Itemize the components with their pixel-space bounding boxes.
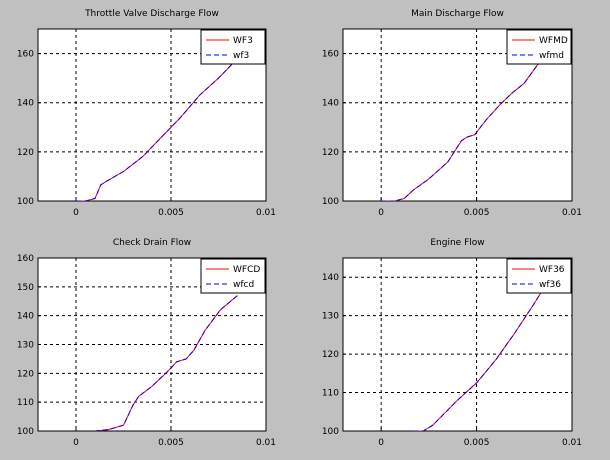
y-tick-label: 160 (17, 50, 34, 60)
series-line-wf3 (76, 58, 238, 201)
legend-label: wfmd (539, 51, 564, 61)
y-tick-label: 120 (322, 148, 339, 158)
y-tick-label: 140 (17, 312, 34, 322)
x-tick-label: 0.005 (464, 438, 490, 448)
legend-label: WFCD (233, 265, 260, 275)
x-tick-label: 0.005 (158, 208, 184, 218)
chart-title: Engine Flow (430, 238, 484, 248)
x-tick-label: 0.01 (256, 438, 276, 448)
x-tick-label: 0 (73, 438, 79, 448)
y-tick-label: 110 (17, 398, 34, 408)
legend-label: WFMD (539, 36, 568, 46)
x-tick-label: 0 (378, 208, 384, 218)
x-tick-label: 0.005 (464, 208, 490, 218)
chart-title: Check Drain Flow (113, 238, 191, 248)
y-tick-label: 140 (322, 273, 339, 283)
y-tick-label: 160 (322, 50, 339, 60)
y-tick-label: 140 (322, 99, 339, 109)
series-line-wfcd (94, 295, 238, 431)
chart-panel-4: Engine Flow 0 0.005 0.01 100 110 120 130 140 WF36… (322, 238, 582, 448)
legend-box (506, 258, 572, 294)
x-tick-label: 0 (378, 438, 384, 448)
legend-label: WF3 (233, 36, 253, 46)
y-tick-label: 100 (322, 197, 339, 207)
y-tick-label: 130 (322, 312, 339, 322)
series-line-wf36 (413, 288, 544, 431)
y-tick-label: 120 (17, 148, 34, 158)
x-tick-label: 0 (73, 208, 79, 218)
y-tick-label: 100 (17, 427, 34, 437)
legend-label: wf3 (233, 51, 249, 61)
y-tick-label: 100 (322, 427, 339, 437)
y-tick-label: 120 (17, 369, 34, 379)
chart-panel-2: Main Discharge Flow 0 0.005 0.01 100 120 140 16… (322, 9, 582, 218)
legend-box (200, 258, 266, 294)
chart-title: Main Discharge Flow (411, 9, 504, 19)
y-tick-label: 120 (322, 350, 339, 360)
legend-label: WF36 (539, 265, 565, 275)
x-tick-label: 0.01 (256, 208, 276, 218)
legend-label: wf36 (539, 280, 561, 290)
y-tick-label: 160 (17, 254, 34, 264)
y-tick-label: 150 (17, 283, 34, 293)
series-line-wfmd (381, 58, 544, 201)
chart-title: Throttle Valve Discharge Flow (84, 9, 219, 19)
x-tick-label: 0.01 (562, 208, 582, 218)
chart-panel-1: Throttle Valve Discharge Flow 0 0.005 0.01 1… (17, 9, 276, 218)
x-tick-label: 0.01 (562, 438, 582, 448)
legend-label: wfcd (233, 280, 254, 290)
y-tick-label: 140 (17, 99, 34, 109)
legend-box (200, 29, 266, 65)
legend-box (506, 29, 572, 65)
x-tick-label: 0.005 (158, 438, 184, 448)
y-tick-label: 100 (17, 197, 34, 207)
y-tick-label: 110 (322, 389, 339, 399)
y-tick-label: 130 (17, 341, 34, 351)
chart-panel-3: Check Drain Flow 0 0.005 0.01 100 110 120 130 14… (17, 238, 276, 448)
